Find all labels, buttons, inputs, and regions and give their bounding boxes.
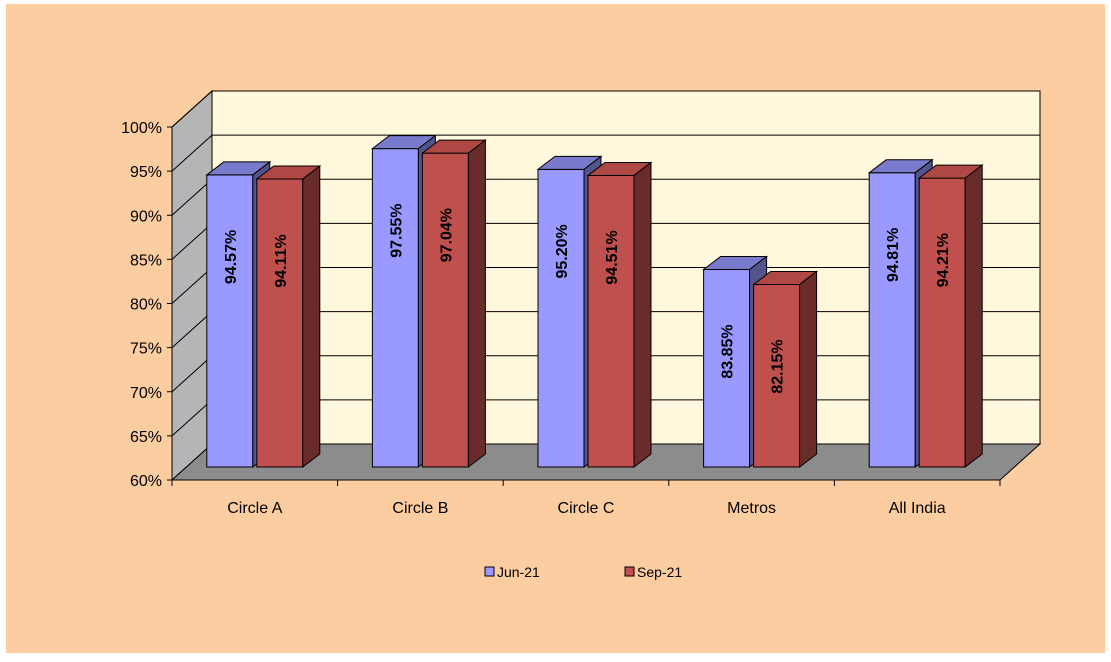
legend-swatch <box>484 566 495 577</box>
data-label: 95.20% <box>554 224 571 278</box>
x-tick-label: Metros <box>727 500 776 517</box>
bar-sep-21-circle-c <box>586 161 653 469</box>
bar-side <box>302 164 321 469</box>
bar-front <box>918 177 966 468</box>
bar-front <box>206 174 254 468</box>
gridline <box>171 90 1040 128</box>
data-label: 97.04% <box>438 208 455 262</box>
bar-sep-21-circle-a <box>255 164 322 469</box>
bar-side <box>799 270 818 469</box>
labels-group: 94.57% 97.55% 95.20% 83.85% 94.81% 94.11% 97.0… <box>223 203 952 393</box>
y-tick-label: 65% <box>130 429 162 446</box>
bar-front <box>753 284 801 468</box>
data-label: 94.57% <box>223 230 240 284</box>
bar-side <box>467 139 486 469</box>
bar-sep-21-all-india <box>917 164 984 469</box>
bar-sep-21-circle-b <box>420 139 487 469</box>
bar-front <box>868 172 916 468</box>
legend-label: Jun-21 <box>497 564 540 580</box>
data-label: 83.85% <box>720 324 737 378</box>
bar-front <box>421 152 469 468</box>
y-tick-label: 80% <box>130 297 162 314</box>
data-label: 97.55% <box>388 203 405 257</box>
legend-item-sep-21: Sep-21 <box>624 564 682 580</box>
y-tick-label: 70% <box>130 385 162 402</box>
legend-swatch <box>624 566 635 577</box>
data-label: 94.11% <box>273 234 290 287</box>
x-tick-label: Circle A <box>227 500 282 517</box>
bar-sep-21-metros <box>752 270 819 469</box>
gridline <box>171 134 1040 172</box>
y-tick-label: 85% <box>130 252 162 269</box>
y-tick-label: 60% <box>130 473 162 490</box>
y-tick-label: 75% <box>130 341 162 358</box>
bar-side <box>633 161 652 469</box>
x-tick-label: All India <box>889 500 946 517</box>
bar-front <box>587 174 635 468</box>
legend-item-jun-21: Jun-21 <box>484 564 540 580</box>
y-tick-label: 90% <box>130 208 162 225</box>
data-label: 82.15% <box>770 339 787 393</box>
legend-label: Sep-21 <box>637 564 682 580</box>
bar-front <box>537 168 585 468</box>
data-label: 94.51% <box>604 230 621 284</box>
bars-group <box>205 134 984 469</box>
x-tick-label: Circle C <box>558 500 615 517</box>
y-tick-label: 100% <box>121 120 162 137</box>
data-label: 94.81% <box>885 228 902 282</box>
bar-front <box>256 178 304 468</box>
legend: Jun-21 Sep-21 <box>484 564 682 580</box>
y-tick-label: 95% <box>130 164 162 181</box>
x-tick-label: Circle B <box>392 500 448 517</box>
bar-side <box>964 164 983 469</box>
data-label: 94.21% <box>935 233 952 287</box>
bar-front <box>371 148 419 468</box>
